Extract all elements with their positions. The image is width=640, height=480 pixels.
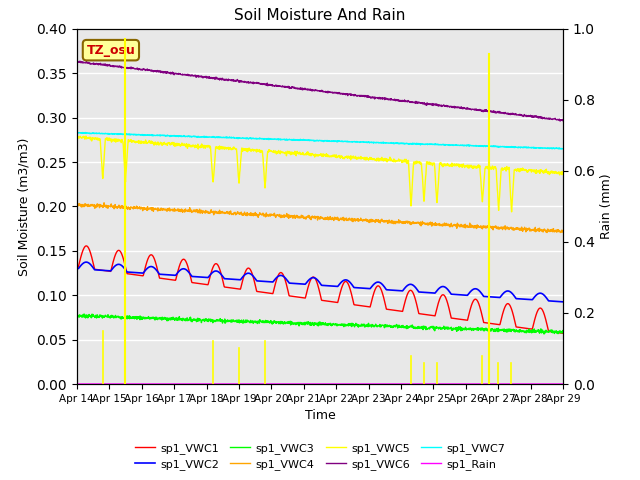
sp1_VWC3 (280, 321, 287, 327)
sp1_VWC5 (111, 138, 118, 144)
sp1_VWC4 (280, 212, 287, 218)
X-axis label: Time: Time (305, 409, 335, 422)
Line: sp1_VWC4: sp1_VWC4 (77, 203, 563, 232)
sp1_VWC3 (540, 331, 548, 337)
sp1_Rain (111, 381, 118, 387)
sp1_VWC5 (559, 171, 567, 177)
sp1_Rain (298, 381, 306, 387)
sp1_VWC3 (73, 311, 81, 317)
sp1_VWC7 (290, 137, 298, 143)
sp1_VWC3 (111, 314, 118, 320)
sp1_VWC5 (289, 151, 297, 157)
sp1_VWC4 (73, 202, 81, 207)
sp1_VWC1 (350, 301, 358, 307)
sp1_VWC7 (73, 130, 81, 136)
sp1_VWC2 (290, 280, 298, 286)
sp1_VWC2 (83, 259, 90, 265)
sp1_VWC2 (559, 299, 567, 305)
sp1_VWC3 (131, 316, 138, 322)
sp1_VWC5 (131, 138, 138, 144)
sp1_VWC6 (131, 66, 138, 72)
sp1_VWC2 (131, 270, 138, 276)
sp1_VWC1 (298, 295, 306, 300)
sp1_VWC3 (350, 322, 358, 327)
sp1_VWC7 (350, 139, 358, 144)
sp1_VWC6 (350, 93, 358, 99)
sp1_VWC2 (280, 274, 287, 279)
sp1_VWC1 (111, 253, 118, 259)
Line: sp1_VWC5: sp1_VWC5 (77, 136, 563, 212)
sp1_VWC7 (111, 131, 118, 137)
sp1_VWC1 (73, 264, 81, 270)
sp1_VWC7 (298, 137, 306, 143)
Y-axis label: Soil Moisture (m3/m3): Soil Moisture (m3/m3) (18, 137, 31, 276)
sp1_VWC7 (559, 146, 567, 152)
Legend: sp1_VWC1, sp1_VWC2, sp1_VWC3, sp1_VWC4, sp1_VWC5, sp1_VWC6, sp1_VWC7, sp1_Rain: sp1_VWC1, sp1_VWC2, sp1_VWC3, sp1_VWC4, … (130, 438, 510, 474)
sp1_VWC2 (298, 281, 306, 287)
sp1_VWC4 (350, 216, 358, 222)
sp1_VWC5 (298, 151, 306, 157)
sp1_VWC3 (298, 321, 306, 327)
sp1_VWC4 (543, 229, 551, 235)
sp1_VWC6 (280, 84, 287, 90)
sp1_VWC4 (559, 228, 567, 234)
sp1_Rain (289, 381, 297, 387)
sp1_VWC4 (298, 214, 306, 220)
sp1_VWC5 (349, 155, 357, 160)
sp1_VWC3 (81, 311, 88, 317)
sp1_VWC1 (290, 294, 298, 300)
Text: TZ_osu: TZ_osu (86, 44, 135, 57)
Line: sp1_VWC1: sp1_VWC1 (77, 246, 563, 334)
Line: sp1_VWC6: sp1_VWC6 (77, 61, 563, 121)
Line: sp1_VWC7: sp1_VWC7 (77, 132, 563, 149)
sp1_VWC6 (559, 118, 567, 124)
sp1_Rain (131, 381, 138, 387)
sp1_VWC5 (73, 133, 81, 139)
sp1_VWC5 (508, 209, 515, 215)
sp1_VWC7 (557, 146, 565, 152)
sp1_VWC4 (131, 205, 138, 211)
sp1_VWC6 (298, 87, 306, 93)
sp1_VWC1 (83, 243, 90, 249)
Line: sp1_VWC2: sp1_VWC2 (77, 262, 563, 302)
sp1_Rain (559, 381, 567, 387)
sp1_VWC3 (290, 321, 298, 326)
sp1_VWC6 (290, 84, 298, 90)
sp1_VWC7 (280, 136, 287, 142)
sp1_VWC4 (111, 203, 118, 209)
sp1_VWC2 (111, 264, 118, 269)
Line: sp1_VWC3: sp1_VWC3 (77, 314, 563, 334)
sp1_Rain (279, 381, 287, 387)
sp1_VWC2 (73, 266, 81, 272)
Title: Soil Moisture And Rain: Soil Moisture And Rain (234, 9, 406, 24)
sp1_VWC6 (76, 58, 84, 64)
sp1_VWC1 (280, 273, 287, 278)
sp1_VWC3 (559, 330, 567, 336)
sp1_Rain (349, 381, 357, 387)
sp1_VWC7 (131, 132, 138, 137)
sp1_VWC1 (131, 272, 138, 277)
sp1_VWC4 (290, 214, 298, 220)
sp1_Rain (73, 381, 81, 387)
Y-axis label: Rain (mm): Rain (mm) (600, 174, 614, 239)
sp1_VWC5 (279, 149, 287, 155)
sp1_VWC4 (100, 200, 108, 205)
sp1_VWC7 (82, 130, 90, 135)
sp1_VWC6 (73, 59, 81, 65)
sp1_VWC1 (559, 331, 567, 336)
sp1_VWC6 (111, 64, 118, 70)
sp1_VWC2 (350, 285, 358, 290)
sp1_VWC6 (556, 118, 564, 124)
